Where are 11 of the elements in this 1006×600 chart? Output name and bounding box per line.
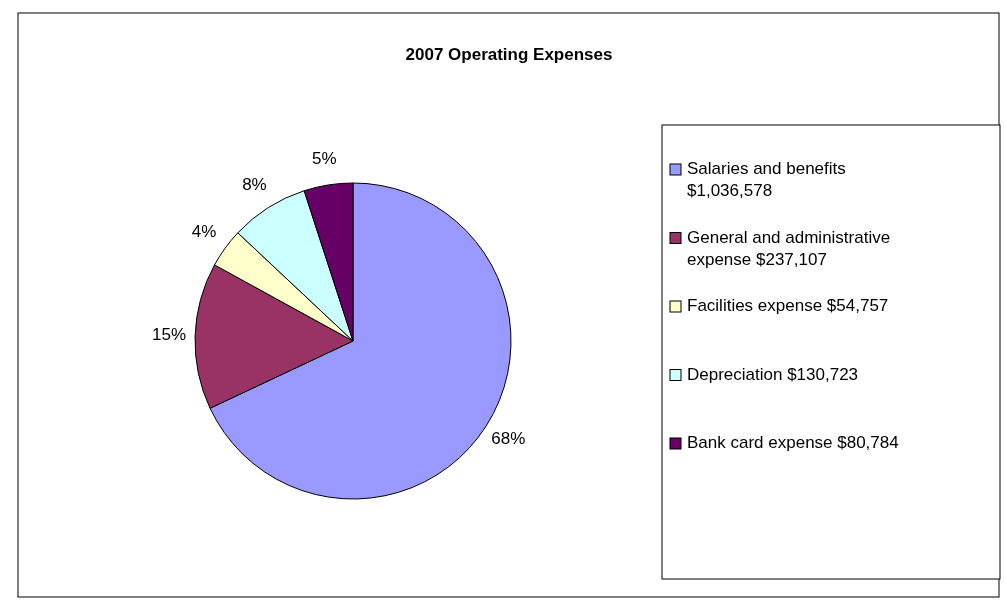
data-label: 8%	[242, 175, 267, 195]
data-label: 15%	[152, 324, 187, 344]
legend-label: Bank card expense $80,784	[687, 433, 899, 453]
data-label: 5%	[311, 148, 337, 168]
data-label: 4%	[191, 222, 217, 242]
legend-label: Depreciation $130,723	[687, 364, 859, 384]
data-label: 68%	[491, 429, 526, 449]
legend-label: Facilities expense $54,757	[687, 296, 889, 316]
legend-label: Salaries and benefits $1,036,578	[687, 159, 846, 201]
chart-title: 2007 Operating Expenses	[405, 45, 613, 64]
legend-label: General and administrative expense $237,107	[687, 227, 891, 269]
